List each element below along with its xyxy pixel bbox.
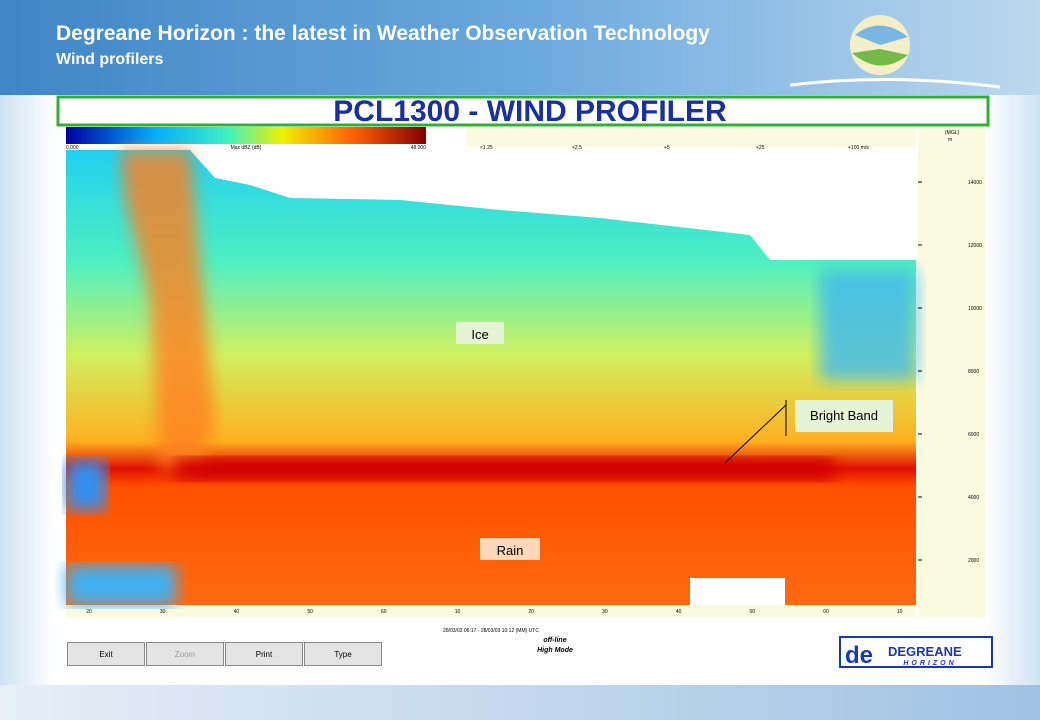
status-mode: High Mode	[537, 647, 573, 654]
x-tick-label: 10	[455, 609, 461, 615]
logo-mark: de	[845, 642, 873, 669]
annotation-box	[480, 538, 540, 560]
annotation-rain: Rain	[497, 543, 524, 558]
x-tick-label: 00	[823, 609, 829, 615]
x-tick-label: 20	[528, 609, 534, 615]
x-tick-label: 30	[602, 609, 608, 615]
colorbar	[66, 127, 426, 144]
x-range: 28/03/03 06:17 - 28/03/03 10:12 (MM) UTC	[443, 628, 539, 634]
toolbar-button[interactable]: Print	[225, 642, 303, 666]
logo-box	[839, 636, 993, 668]
side-panel	[0, 95, 55, 720]
logo-sub: HORIZON	[903, 660, 956, 667]
x-tick-label: 10	[897, 609, 903, 615]
banner-title: PCL1300 - WIND PROFILER	[333, 95, 727, 128]
y-tick-label: 8000	[968, 369, 979, 375]
pointer-line	[724, 404, 787, 464]
x-tick-label: 50	[307, 609, 313, 615]
footer	[0, 685, 1040, 720]
y-tick-label: 12000	[968, 243, 982, 249]
toolbar-button[interactable]: Type	[304, 642, 382, 666]
x-axis-panel	[66, 605, 916, 617]
subtitle: Wind profilers	[56, 51, 164, 68]
x-tick-label: 50	[750, 609, 756, 615]
x-tick-label: 40	[234, 609, 240, 615]
colorbar-max: 48.000	[411, 145, 427, 151]
side-panel	[985, 95, 1040, 720]
y-unit2: m	[948, 137, 952, 143]
y-axis-panel	[918, 127, 985, 617]
y-tick-label: 4000	[968, 495, 979, 501]
speed-label: +2.5	[572, 145, 582, 151]
annotation-box	[795, 400, 893, 432]
speed-label: <1.25	[480, 145, 493, 151]
x-tick-label: 20	[86, 609, 92, 615]
x-tick-label: 60	[381, 609, 387, 615]
y-tick-label: 2000	[968, 558, 979, 564]
heatmap	[66, 150, 916, 605]
speed-label: +25	[756, 145, 765, 151]
x-tick-label: 40	[676, 609, 682, 615]
logo-name: DEGREANE	[888, 644, 962, 659]
annotation-bright-band: Bright Band	[810, 408, 878, 423]
colorbar-label: Max dBZ (dB)	[231, 145, 262, 151]
annotation-box	[456, 322, 504, 344]
speed-label: +100 m/s	[848, 145, 869, 151]
toolbar-button[interactable]: Zoom	[146, 642, 224, 666]
banner	[56, 95, 990, 127]
speed-label: +5	[664, 145, 670, 151]
title: Degreane Horizon : the latest in Weather…	[56, 22, 710, 45]
y-tick-label: 10000	[968, 306, 982, 312]
toolbar-button[interactable]: Exit	[67, 642, 145, 666]
annotation-ice: Ice	[471, 327, 488, 342]
x-tick-label: 30	[160, 609, 166, 615]
logo-icon	[789, 15, 1001, 89]
y-tick-label: 14000	[968, 180, 982, 186]
speed-scale	[466, 127, 916, 147]
status-mode: off-line	[543, 637, 566, 644]
colorbar-min: 0.000	[66, 145, 79, 151]
header: Degreane Horizon : the latest in Weather…	[0, 0, 1040, 95]
y-unit: (MGL)	[945, 130, 960, 136]
y-tick-label: 6000	[968, 432, 979, 438]
